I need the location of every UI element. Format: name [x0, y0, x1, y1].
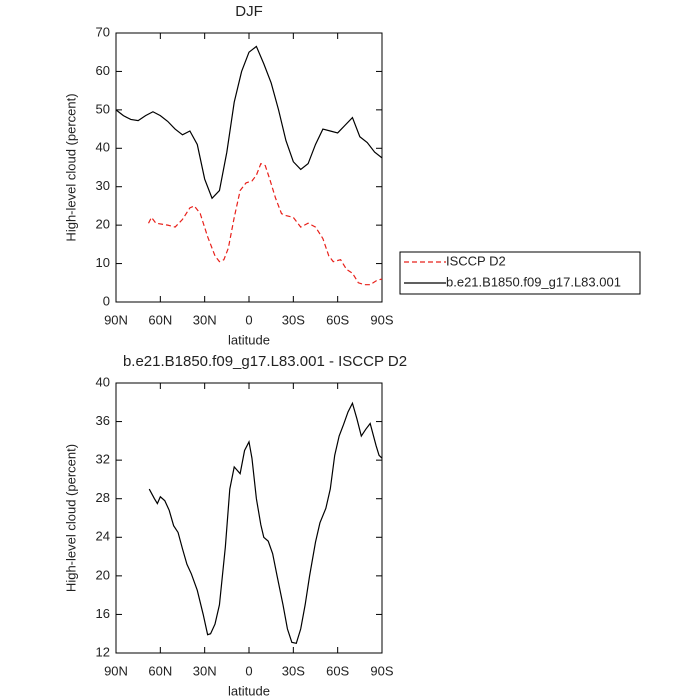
x-tick-label: 0	[245, 312, 252, 327]
y-tick-label: 32	[96, 452, 110, 467]
y-tick-label: 40	[96, 374, 110, 389]
plot-frame	[115, 382, 383, 654]
y-axis-label: High-level cloud (percent)	[63, 93, 78, 241]
x-tick-label: 30N	[193, 312, 217, 327]
chart-title: b.e21.B1850.f09_g17.L83.001 - ISCCP D2	[123, 353, 407, 370]
x-tick-label: 60N	[148, 312, 172, 327]
plot-frame	[115, 32, 383, 303]
x-axis-label: latitude	[228, 332, 270, 347]
y-tick-label: 20	[96, 567, 110, 582]
data-line	[115, 45, 383, 200]
x-tick-label: 30N	[193, 663, 217, 678]
y-tick-label: 36	[96, 413, 110, 428]
legend-label: ISCCP D2	[446, 253, 506, 268]
y-axis-label: High-level cloud (percent)	[63, 444, 78, 592]
x-tick-label: 0	[245, 663, 252, 678]
y-tick-label: 12	[96, 644, 110, 659]
y-tick-label: 28	[96, 490, 110, 505]
x-tick-label: 90S	[370, 312, 393, 327]
x-tick-label: 90S	[370, 663, 393, 678]
y-tick-label: 0	[103, 293, 110, 308]
data-line	[147, 162, 383, 286]
legend-label: b.e21.B1850.f09_g17.L83.001	[446, 274, 621, 289]
y-tick-label: 10	[96, 255, 110, 270]
y-tick-label: 20	[96, 217, 110, 232]
x-tick-label: 90N	[104, 312, 128, 327]
x-tick-label: 90N	[104, 663, 128, 678]
x-tick-label: 30S	[282, 663, 305, 678]
y-tick-label: 70	[96, 24, 110, 39]
chart-title: DJF	[235, 3, 263, 20]
x-tick-label: 60S	[326, 312, 349, 327]
x-axis-label: latitude	[228, 683, 270, 698]
data-line	[148, 401, 383, 645]
y-tick-label: 50	[96, 101, 110, 116]
x-tick-label: 60S	[326, 663, 349, 678]
y-tick-label: 16	[96, 606, 110, 621]
legend-box	[399, 251, 641, 295]
y-tick-label: 60	[96, 63, 110, 78]
y-tick-label: 40	[96, 140, 110, 155]
y-tick-label: 24	[96, 529, 110, 544]
y-tick-label: 30	[96, 178, 110, 193]
x-tick-label: 30S	[282, 312, 305, 327]
x-tick-label: 60N	[148, 663, 172, 678]
